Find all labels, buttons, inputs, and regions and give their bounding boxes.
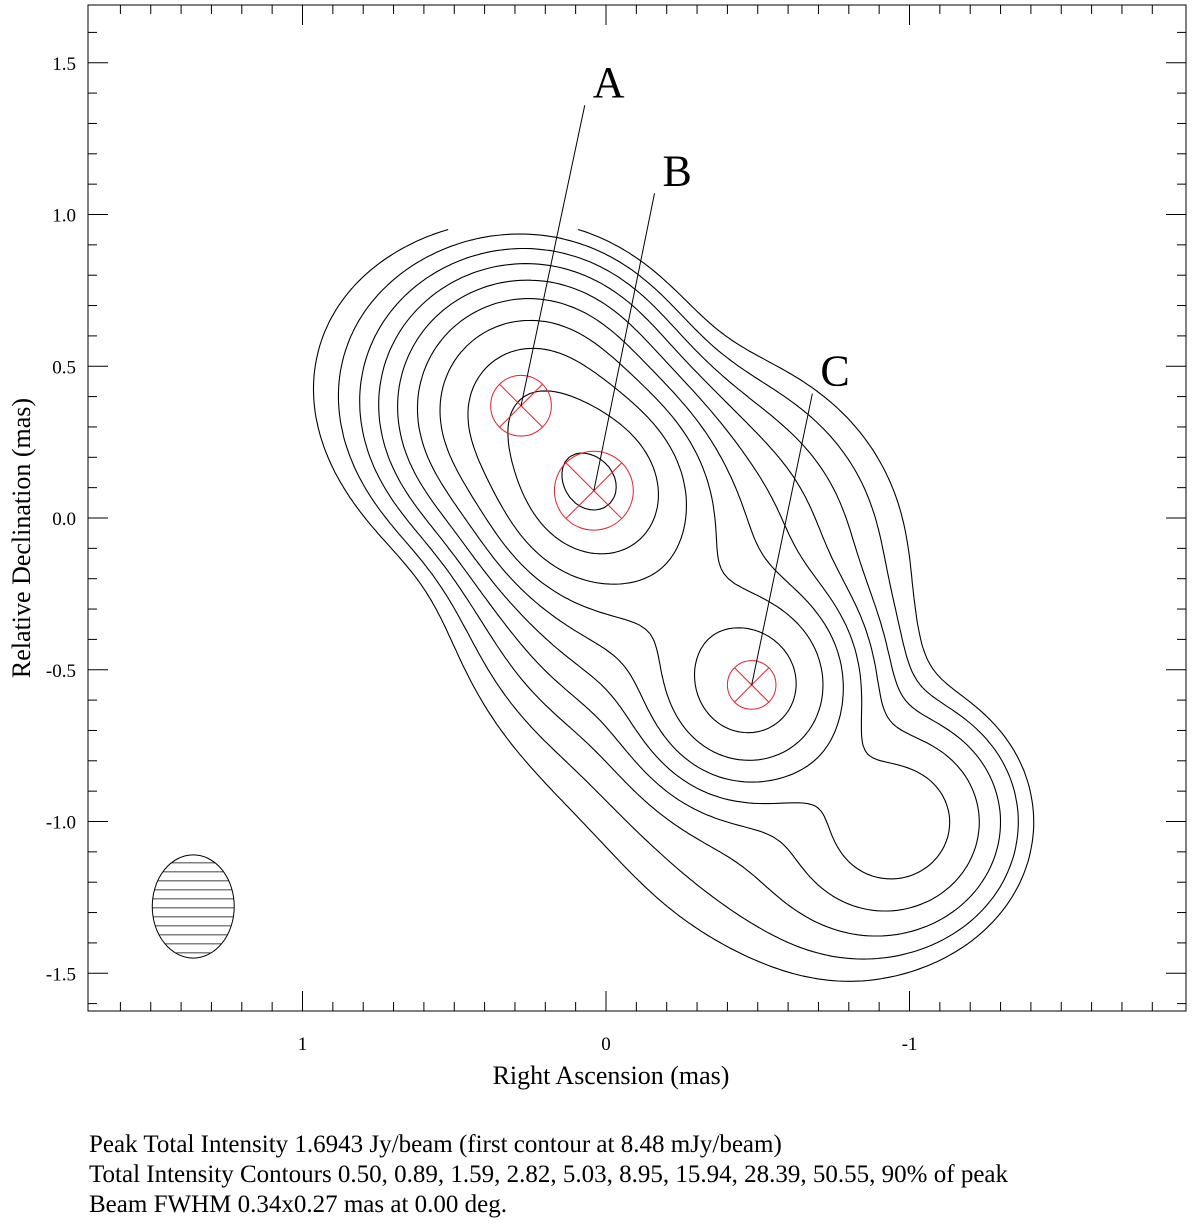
contour-level bbox=[439, 319, 824, 761]
component-a-cross bbox=[499, 383, 543, 428]
beam-outline bbox=[151, 854, 235, 959]
component-c-label: C bbox=[820, 347, 849, 396]
contour-level bbox=[337, 233, 1019, 960]
y-tick-label: -0.5 bbox=[46, 661, 76, 682]
contour-level bbox=[416, 298, 844, 783]
caption-peak-intensity: Peak Total Intensity 1.6943 Jy/beam (fir… bbox=[89, 1131, 782, 1158]
y-tick-label: 0.5 bbox=[52, 357, 76, 378]
beam-ellipse bbox=[151, 854, 235, 959]
caption-beam-fwhm: Beam FWHM 0.34x0.27 mas at 0.00 deg. bbox=[89, 1191, 508, 1218]
contour-level bbox=[561, 452, 617, 511]
contour-level bbox=[359, 247, 1002, 937]
x-tick-label: 0 bbox=[601, 1034, 611, 1055]
component-a-label: A bbox=[593, 58, 625, 107]
y-tick-label: -1.0 bbox=[46, 813, 76, 834]
caption: Peak Total Intensity 1.6943 Jy/beam (fir… bbox=[89, 1130, 1199, 1220]
x-tick-label: -1 bbox=[902, 1034, 918, 1055]
x-axis-label: Right Ascension (mas) bbox=[493, 1061, 730, 1090]
component-a-leader-line bbox=[520, 105, 586, 406]
component-b-circle bbox=[553, 450, 634, 531]
caption-contour-levels: Total Intensity Contours 0.50, 0.89, 1.5… bbox=[89, 1161, 1009, 1188]
component-b-leader-line bbox=[593, 193, 656, 491]
component-c-leader-line bbox=[751, 393, 813, 686]
contour-lines bbox=[312, 229, 1035, 982]
x-tick-label: 1 bbox=[298, 1034, 308, 1055]
component-a-circle bbox=[490, 374, 552, 437]
contour-level bbox=[312, 229, 1035, 982]
plot-frame bbox=[87, 4, 1187, 1012]
contour-level bbox=[397, 279, 951, 880]
y-tick-label: 1.5 bbox=[52, 54, 76, 75]
component-b-label: B bbox=[663, 146, 692, 195]
y-tick-label: 0.0 bbox=[52, 509, 76, 530]
contour-level bbox=[467, 347, 797, 734]
y-tick-label: -1.5 bbox=[46, 964, 76, 985]
contour-level bbox=[378, 263, 980, 912]
model-components bbox=[490, 105, 813, 710]
y-axis-label: Relative Declination (mas) bbox=[7, 398, 36, 678]
component-c-circle bbox=[726, 660, 777, 710]
y-tick-label: 1.0 bbox=[52, 206, 76, 227]
